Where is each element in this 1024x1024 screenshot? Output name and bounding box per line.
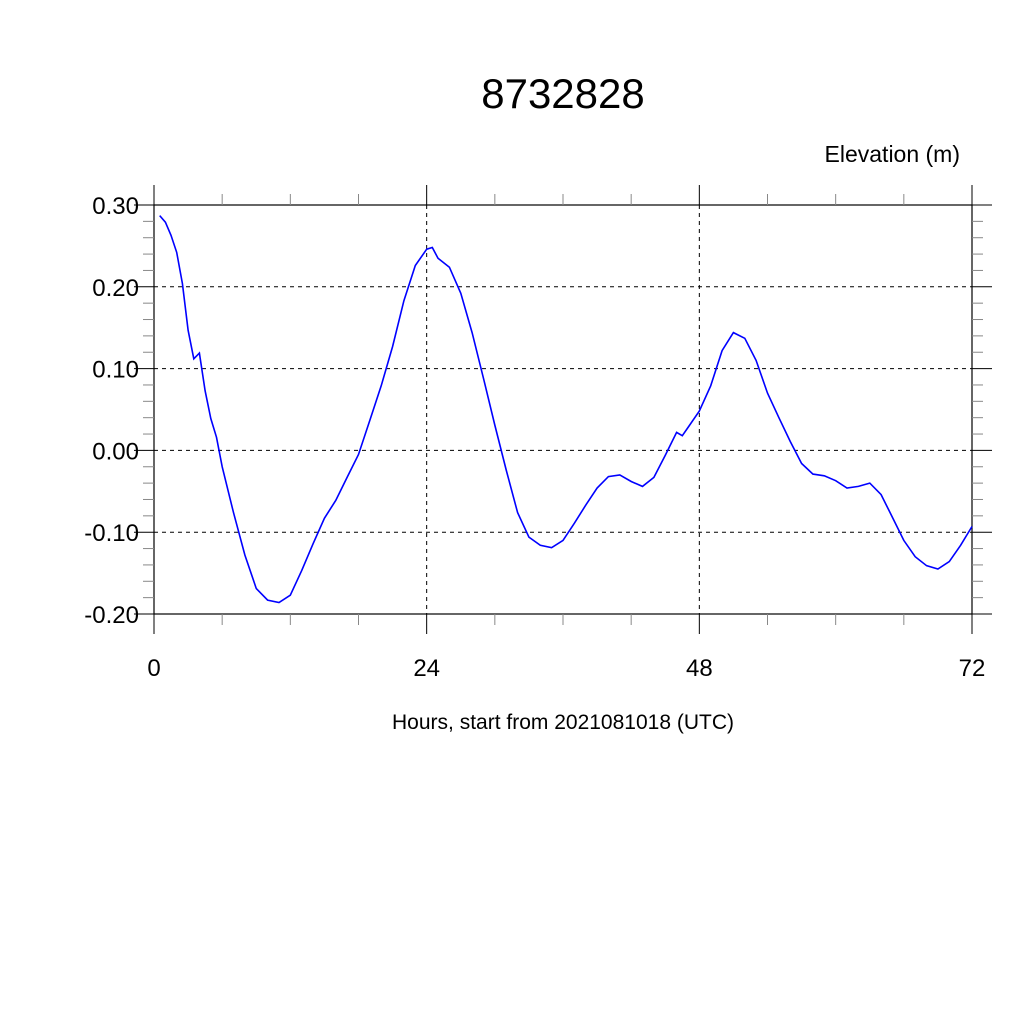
chart-title: 8732828 xyxy=(481,70,645,117)
axes xyxy=(134,185,992,634)
y-tick-label: -0.20 xyxy=(84,602,139,629)
y-tick-label: 0.30 xyxy=(92,193,139,220)
y-axis-label: Elevation (m) xyxy=(825,141,960,167)
x-axis-label: Hours, start from 2021081018 (UTC) xyxy=(392,711,734,734)
x-tick-label: 72 xyxy=(959,655,986,682)
x-tick-label: 0 xyxy=(147,655,160,682)
series-line xyxy=(159,215,973,604)
x-tick-label: 24 xyxy=(413,655,440,682)
plot-frame xyxy=(153,204,973,615)
grid-lines xyxy=(153,204,973,615)
tick-labels: 0 24 48 72 0.30 0.20 0.10 0.00 -0.10 -0.20 xyxy=(84,193,985,682)
y-tick-label: -0.10 xyxy=(84,520,139,547)
y-tick-label: 0.10 xyxy=(92,357,139,384)
x-tick-label: 48 xyxy=(686,655,713,682)
y-tick-label: 0.20 xyxy=(92,275,139,302)
y-tick-label: 0.00 xyxy=(92,438,139,465)
